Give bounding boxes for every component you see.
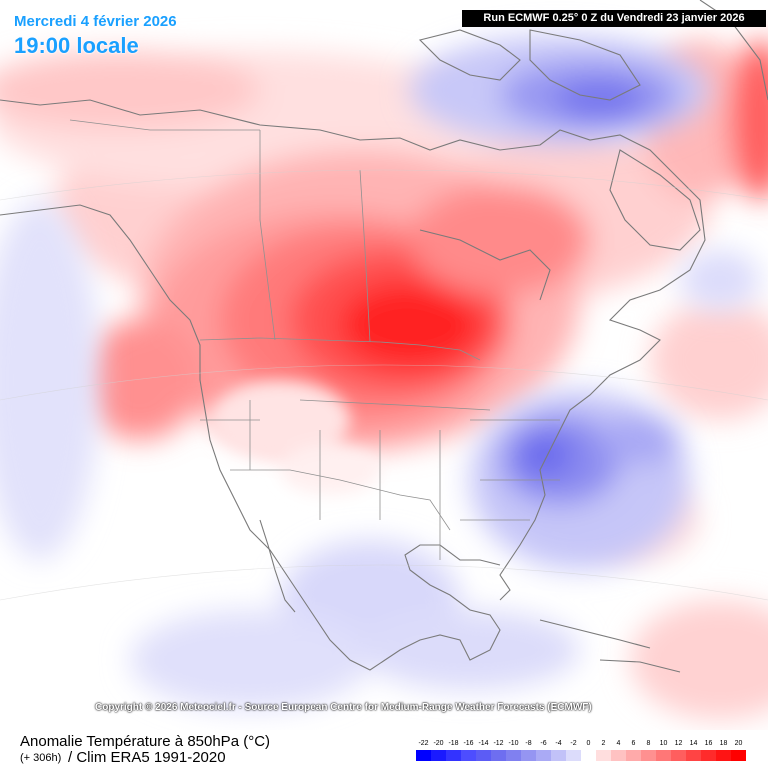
scale-swatch	[701, 750, 716, 761]
footer-bar	[0, 730, 768, 768]
scale-tick-label: 14	[689, 740, 698, 747]
scale-swatch	[596, 750, 611, 761]
scale-swatch	[461, 750, 476, 761]
scale-tick-label: 10	[659, 740, 668, 747]
anomaly-map	[0, 0, 768, 720]
scale-tick-label: -6	[540, 740, 547, 747]
graticule	[0, 169, 768, 601]
scale-swatch	[506, 750, 521, 761]
scale-swatch	[446, 750, 461, 761]
borders	[69, 119, 560, 560]
scale-swatch	[431, 750, 446, 761]
scale-tick-label: -2	[570, 740, 577, 747]
climatology-label: / Clim ERA5 1991-2020	[68, 749, 226, 766]
scale-tick-label: -16	[463, 740, 474, 747]
scale-tick-label: -14	[478, 740, 489, 747]
scale-tick-label: 2	[601, 740, 606, 747]
scale-tick-label: 6	[631, 740, 636, 747]
scale-swatch	[536, 750, 551, 761]
scale-tick-label: -8	[525, 740, 532, 747]
scale-swatch	[566, 750, 581, 761]
scale-swatch	[626, 750, 641, 761]
scale-tick-label: 16	[704, 740, 713, 747]
scale-tick-label: -20	[433, 740, 444, 747]
scale-swatch	[611, 750, 626, 761]
scale-tick-label: -10	[508, 740, 519, 747]
scale-swatch	[731, 750, 746, 761]
scale-tick-label: 20	[734, 740, 743, 747]
valid-time-title: 19:00 locale	[14, 33, 139, 58]
scale-swatch	[716, 750, 731, 761]
scale-tick-label: -12	[493, 740, 504, 747]
scale-tick-label: 4	[616, 740, 621, 747]
scale-swatch	[491, 750, 506, 761]
scale-swatch	[476, 750, 491, 761]
color-scale-ticks: -22 -20 -18 -16 -14 -12 -10 -8 -6 -4 -2 0 2 4 6 8 10 12 14…	[416, 740, 746, 750]
rockies-texture	[210, 380, 380, 495]
scale-tick-label: -18	[448, 740, 459, 747]
color-scale-bar	[416, 750, 746, 761]
scale-swatch	[521, 750, 536, 761]
lead-time-label: (+ 306h)	[20, 752, 62, 764]
scale-swatch	[416, 750, 431, 761]
coastlines	[0, 0, 768, 673]
scale-tick-label: 12	[674, 740, 683, 747]
scale-tick-label: -22	[418, 740, 429, 747]
variable-label: Anomalie Température à 850hPa (°C)	[20, 733, 271, 750]
scale-swatch	[671, 750, 686, 761]
scale-swatch	[686, 750, 701, 761]
scale-swatch	[656, 750, 671, 761]
scale-tick-label: 18	[719, 740, 728, 747]
scale-swatch	[581, 750, 596, 761]
copyright-notice: Copyright © 2026 Meteociel.fr - Source E…	[95, 702, 592, 713]
scale-tick-label: 0	[586, 740, 591, 747]
scale-tick-label: -4	[555, 740, 562, 747]
scale-tick-label: 8	[646, 740, 651, 747]
valid-date-title: Mercredi 4 février 2026	[14, 13, 177, 30]
scale-swatch	[641, 750, 656, 761]
run-info-box: Run ECMWF 0.25° 0 Z du Vendredi 23 janvi…	[462, 10, 766, 27]
scale-swatch	[551, 750, 566, 761]
